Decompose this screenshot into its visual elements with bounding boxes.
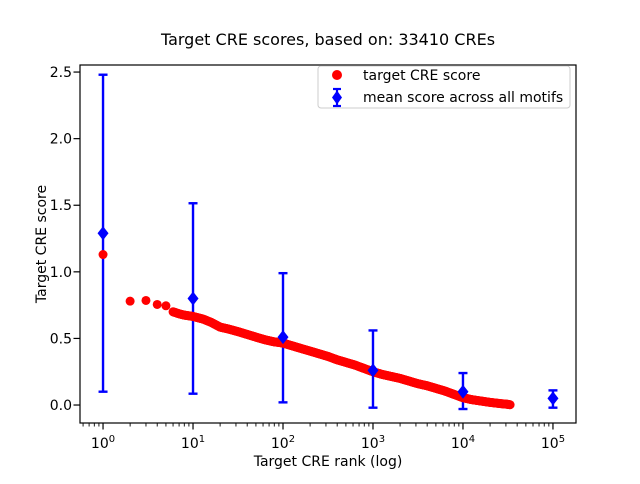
legend-blue-errorbar-icon [332, 87, 342, 108]
target-score-dot [98, 250, 108, 260]
y-tick-label: 2.5 [50, 65, 72, 81]
target-score-dot [141, 295, 151, 305]
mean-score-diamond [457, 384, 469, 399]
axes-frame [79, 64, 577, 424]
chart-title: Target CRE scores, based on: 33410 CREs [160, 30, 495, 49]
x-tick-label: 101 [181, 434, 205, 452]
y-tick-label: 0.5 [50, 331, 72, 347]
x-axis-ticks: 100 101 102 103 104 105 [82, 423, 565, 452]
mean-score-diamond [367, 363, 379, 378]
x-tick-label: 105 [541, 434, 565, 452]
mean-score-diamond [547, 391, 559, 406]
target-score-dot [161, 301, 171, 311]
y-tick-label: 1.5 [50, 198, 72, 214]
target-score-dot [152, 299, 162, 309]
x-tick-label: 100 [91, 434, 115, 452]
mean-score-diamond-markers [97, 226, 559, 406]
mean-score-diamond [277, 330, 289, 345]
mean-score-diamond [187, 291, 199, 306]
mean-score-diamond [97, 226, 109, 241]
target-cre-score-series [98, 250, 515, 410]
y-axis-label: Target CRE score [34, 185, 50, 304]
target-score-dot [505, 400, 515, 410]
x-axis-label: Target CRE rank (log) [253, 454, 403, 470]
legend-label-mean-score: mean score across all motifs [363, 90, 563, 106]
x-tick-label: 103 [361, 434, 385, 452]
target-score-dot [125, 296, 135, 306]
x-tick-label: 102 [271, 434, 295, 452]
legend-red-circle-icon [332, 70, 342, 80]
y-tick-label: 0.0 [50, 398, 72, 414]
y-tick-label: 1.0 [50, 265, 72, 281]
y-tick-label: 2.0 [50, 132, 72, 148]
legend-label-target-cre-score: target CRE score [363, 68, 480, 84]
x-tick-label: 104 [451, 434, 475, 452]
legend-box [317, 65, 571, 109]
y-axis-ticks: 0.0 0.5 1.0 1.5 2.0 2.5 [50, 65, 80, 414]
legend: target CRE score mean score across all m… [317, 65, 571, 109]
